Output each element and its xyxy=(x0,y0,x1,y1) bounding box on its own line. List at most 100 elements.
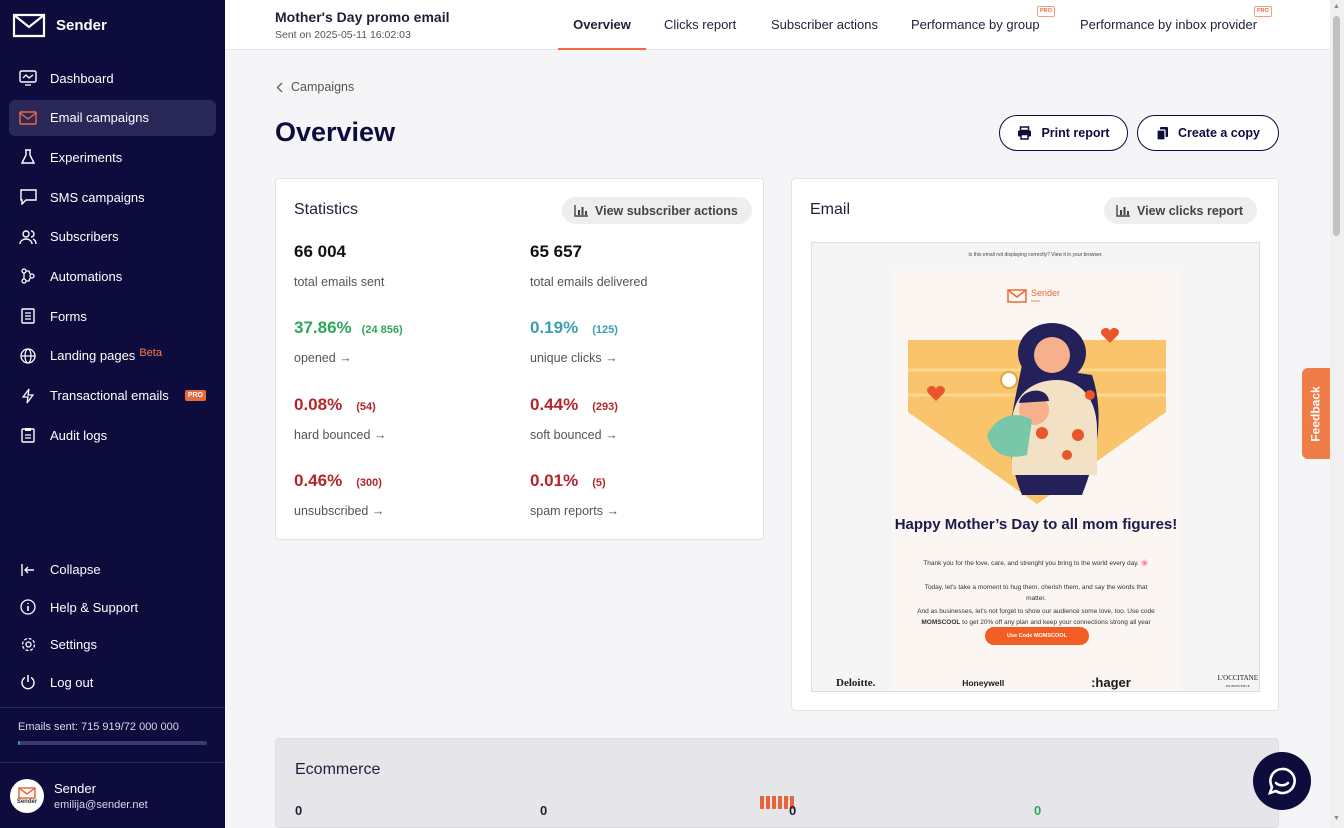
opened-label[interactable]: opened xyxy=(294,351,336,365)
sidebar: Sender Dashboard Email campaigns Experim… xyxy=(0,0,225,828)
total-sent-stat: 66 004 total emails sent xyxy=(294,242,384,289)
browser-view-notice[interactable]: Is this email not displaying correctly? … xyxy=(968,252,1103,258)
sidebar-item-label: Automations xyxy=(50,268,123,284)
avatar: Sender xyxy=(10,778,44,813)
breadcrumb[interactable]: Campaigns xyxy=(276,80,354,94)
unsubscribed-count: (300) xyxy=(356,477,382,489)
create-copy-button[interactable]: Create a copy xyxy=(1137,115,1279,151)
email-preview[interactable]: Is this email not displaying correctly? … xyxy=(811,242,1260,692)
sidebar-item-experiments[interactable]: Experiments xyxy=(9,139,216,175)
sidebar-item-sms-campaigns[interactable]: SMS campaigns xyxy=(9,179,216,215)
chevron-left-icon xyxy=(276,82,283,92)
hard-bounced-label[interactable]: hard bounced xyxy=(294,428,371,442)
tab-subscriber-actions[interactable]: Subscriber actions xyxy=(771,0,878,50)
dashboard-icon xyxy=(18,68,38,88)
chat-widget-button[interactable] xyxy=(1253,752,1311,810)
sidebar-item-label: Transactional emails xyxy=(50,388,169,403)
info-icon xyxy=(18,597,38,617)
globe-icon xyxy=(18,346,38,366)
campaign-title: Mother's Day promo email xyxy=(275,9,450,25)
hager-logo: :hager xyxy=(1091,675,1131,690)
print-report-button[interactable]: Print report xyxy=(999,115,1128,151)
feedback-label: Feedback xyxy=(1309,385,1324,442)
promo-code: MOMSCOOL xyxy=(921,619,961,626)
honeywell-logo: Honeywell xyxy=(962,677,1005,688)
tab-label: Performance by group xyxy=(911,17,1040,32)
sidebar-item-transactional-emails[interactable]: Transactional emails PRO xyxy=(9,378,216,414)
logout-button[interactable]: Log out xyxy=(9,665,216,700)
brand-logo[interactable]: Sender xyxy=(12,12,107,38)
page-scrollbar[interactable]: ▲ ▼ xyxy=(1330,0,1344,828)
view-subscriber-actions-button[interactable]: View subscriber actions xyxy=(562,197,752,224)
sidebar-item-automations[interactable]: Automations xyxy=(9,258,216,294)
brand-name: Sender xyxy=(56,16,107,34)
form-icon xyxy=(18,306,38,326)
opened-stat[interactable]: 37.86% (24 856) opened → xyxy=(294,318,403,365)
loading-spinner xyxy=(760,796,794,809)
tab-performance-by-group[interactable]: Performance by group xyxy=(911,0,1040,50)
mothers-day-illustration xyxy=(908,323,1166,504)
unsubscribed-label[interactable]: unsubscribed xyxy=(294,504,369,518)
loccitane-name: L'OCCITANE xyxy=(1217,674,1258,682)
arrow-right-icon: → xyxy=(373,428,387,442)
opened-percent: 37.86% xyxy=(294,318,352,337)
soft-bounced-stat[interactable]: 0.44% (293) soft bounced → xyxy=(530,395,618,442)
tab-overview[interactable]: Overview xyxy=(558,0,646,50)
pro-badge: PRO xyxy=(184,390,206,401)
sidebar-item-email-campaigns[interactable]: Email campaigns xyxy=(9,99,216,136)
envelope-icon xyxy=(18,108,38,128)
user-name: Sender xyxy=(54,780,96,796)
email-card-title: Email xyxy=(810,201,851,218)
soft-bounced-count: (293) xyxy=(592,401,618,413)
arrow-right-icon: → xyxy=(371,504,385,518)
scroll-thumb[interactable] xyxy=(1333,16,1340,236)
scroll-up-icon[interactable]: ▲ xyxy=(1333,3,1340,10)
user-email: emilija@sender.net xyxy=(54,798,148,811)
unique-clicks-stat[interactable]: 0.19% (125) unique clicks → xyxy=(530,318,618,365)
flask-icon xyxy=(18,147,38,167)
ecommerce-value: 0 xyxy=(540,803,548,818)
feedback-tab[interactable]: Feedback xyxy=(1302,368,1330,459)
email-sender-logo: Sender team xyxy=(1007,288,1060,303)
sidebar-item-landing-pages[interactable]: Landing pages Beta xyxy=(9,338,216,374)
tab-clicks-report[interactable]: Clicks report xyxy=(664,0,736,50)
settings-link[interactable]: Settings xyxy=(9,627,216,662)
copy-icon xyxy=(1156,126,1168,141)
soft-bounced-label[interactable]: soft bounced xyxy=(530,428,602,442)
breadcrumb-campaigns[interactable]: Campaigns xyxy=(291,80,355,94)
workflow-icon xyxy=(18,266,38,286)
opened-count: (24 856) xyxy=(361,324,403,336)
users-icon xyxy=(18,227,38,247)
page-title: Overview xyxy=(275,117,396,147)
hard-bounced-count: (54) xyxy=(356,401,376,413)
pro-badge: PRO xyxy=(1037,6,1055,17)
main-nav: Dashboard Email campaigns Experiments SM… xyxy=(9,60,216,457)
spam-reports-label[interactable]: spam reports xyxy=(530,504,603,518)
bar-chart-icon xyxy=(574,204,588,217)
collapse-button[interactable]: Collapse xyxy=(9,552,216,587)
view-subscriber-actions-label: View subscriber actions xyxy=(595,203,738,218)
sender-logo-icon xyxy=(1007,288,1027,303)
use-code-button[interactable]: Use Code MOMSCOOL xyxy=(985,627,1089,645)
user-profile[interactable]: Sender Sender emilija@sender.net xyxy=(0,762,225,828)
sidebar-item-label: Audit logs xyxy=(50,427,108,443)
loccitane-sub: EN PROVENCE xyxy=(1225,684,1250,688)
email-paragraph-2: Today, let's take a moment to hug them, … xyxy=(924,584,1148,602)
sidebar-item-subscribers[interactable]: Subscribers xyxy=(9,219,216,255)
hard-bounced-stat[interactable]: 0.08% (54) hard bounced → xyxy=(294,395,386,442)
pro-badge: PRO xyxy=(1254,6,1272,17)
tab-performance-by-inbox-provider[interactable]: Performance by inbox provider xyxy=(1080,0,1257,50)
sidebar-item-forms[interactable]: Forms xyxy=(9,298,216,334)
hard-bounced-percent: 0.08% xyxy=(294,395,343,414)
tab-label: Performance by inbox provider xyxy=(1080,17,1258,32)
unique-clicks-label[interactable]: unique clicks xyxy=(530,351,602,365)
help-support-link[interactable]: Help & Support xyxy=(9,590,216,625)
unsubscribed-stat[interactable]: 0.46% (300) unsubscribed → xyxy=(294,471,384,518)
emails-sent-text: Emails sent: 715 919/72 000 000 xyxy=(18,721,179,733)
sidebar-item-audit-logs[interactable]: Audit logs xyxy=(9,417,216,453)
scroll-down-icon[interactable]: ▼ xyxy=(1333,815,1340,822)
total-sent-value: 66 004 xyxy=(294,242,346,261)
view-clicks-report-button[interactable]: View clicks report xyxy=(1104,197,1258,224)
sidebar-item-dashboard[interactable]: Dashboard xyxy=(9,60,216,96)
spam-reports-stat[interactable]: 0.01% (5) spam reports → xyxy=(530,471,619,518)
